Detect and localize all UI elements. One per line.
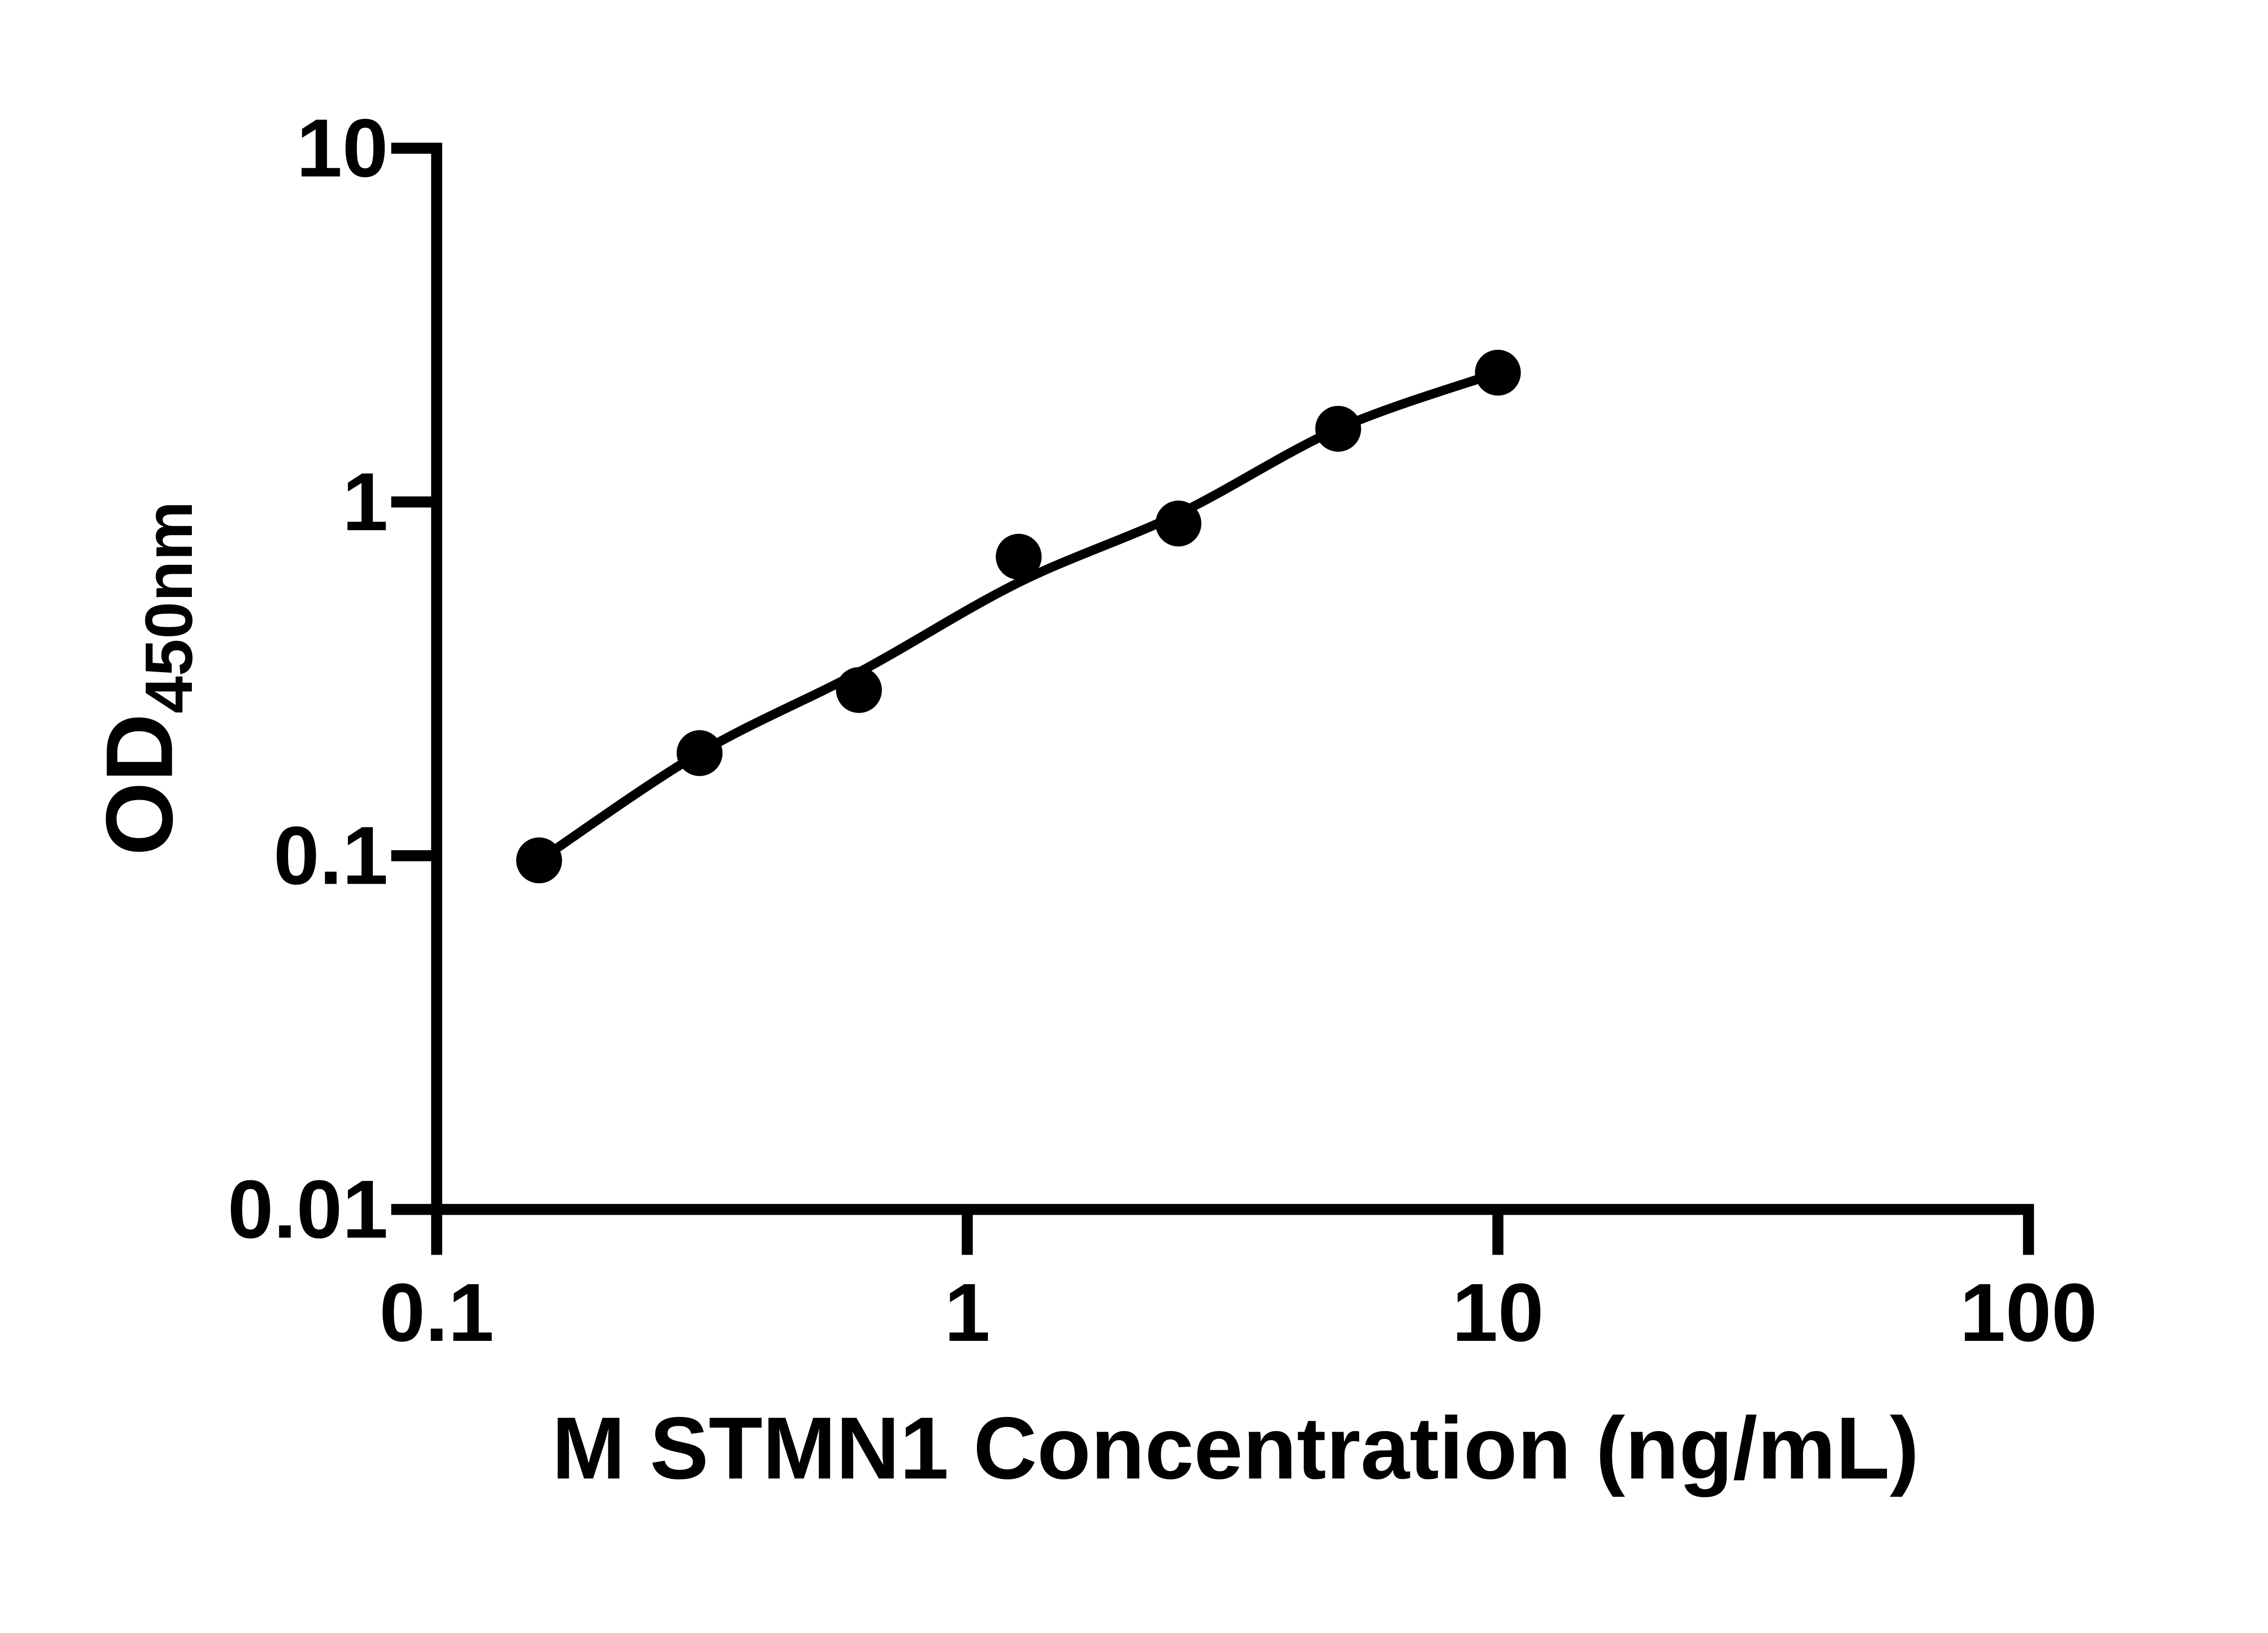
x-tick-label: 1	[944, 1266, 991, 1359]
data-points	[516, 350, 1521, 884]
x-tick-label: 0.1	[379, 1266, 494, 1359]
fit-curve-line	[534, 368, 1503, 865]
axes-and-ticks	[391, 142, 2034, 1255]
data-point-marker	[996, 533, 1042, 580]
data-point-marker	[676, 730, 723, 776]
y-axis-title-subscript: 450nm	[131, 501, 207, 714]
y-axis-title: OD450nm	[85, 501, 206, 856]
x-tick-label: 100	[1960, 1266, 2097, 1359]
data-point-marker	[516, 837, 562, 884]
elisa-standard-curve-figure: OD450nm M STMN1 Concentration (ng/mL) 10…	[85, 102, 2097, 1498]
data-point-marker	[1475, 350, 1521, 396]
y-tick-label: 10	[296, 102, 388, 194]
plot-area	[391, 142, 2034, 1255]
data-point-marker	[836, 667, 882, 713]
y-tick-label: 0.1	[273, 809, 388, 902]
x-axis-title: M STMN1 Concentration (ng/mL)	[552, 1399, 1919, 1498]
data-point-marker	[1155, 500, 1202, 547]
y-tick-label: 1	[342, 455, 388, 548]
y-tick-label: 0.01	[227, 1163, 388, 1256]
data-point-marker	[1315, 406, 1361, 452]
x-tick-label: 10	[1452, 1266, 1544, 1359]
y-axis-title-main: OD	[86, 713, 192, 856]
